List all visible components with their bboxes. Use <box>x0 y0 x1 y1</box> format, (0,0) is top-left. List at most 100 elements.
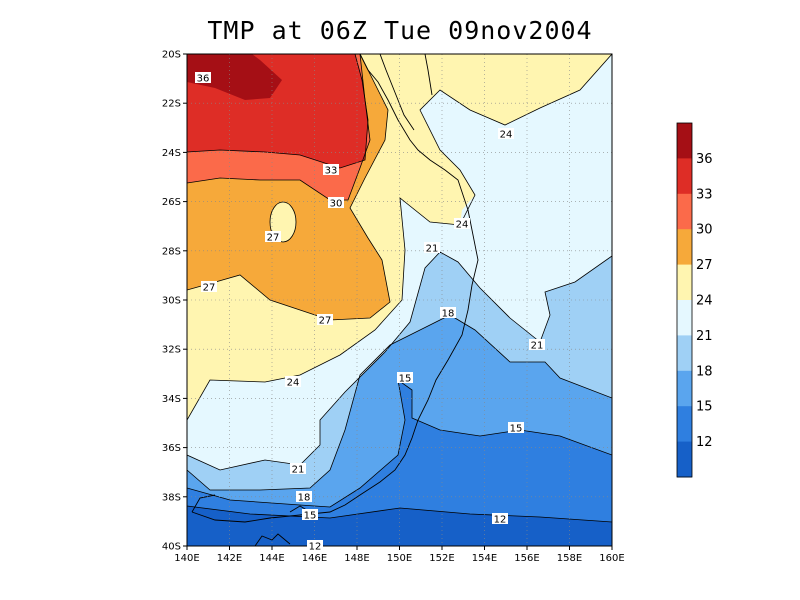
colorbar-label: 24 <box>696 294 713 309</box>
contour-label: 21 <box>424 242 440 255</box>
contour-label-text: 21 <box>426 244 439 255</box>
contour-label-box <box>307 540 323 551</box>
lat-tick-label: 24S <box>162 148 181 159</box>
lat-tick-label: 32S <box>162 345 181 356</box>
colorbar-label: 27 <box>696 258 713 273</box>
lon-tick-label: 158E <box>557 553 582 564</box>
lon-tick-label: 150E <box>387 553 412 564</box>
colorbar-swatch <box>677 406 692 443</box>
lat-tick-label: 20S <box>162 50 181 61</box>
contour-label-box <box>317 314 333 325</box>
colorbar: 36 33 30 27 24 21 18 15 12 <box>676 122 713 478</box>
colorbar-swatch <box>677 300 692 336</box>
contour-label-box <box>296 491 312 502</box>
lat-tick-label: 34S <box>162 394 181 405</box>
map-title: TMP at 06Z Tue 09nov2004 <box>207 16 593 45</box>
contour-label-box <box>265 231 281 242</box>
contour-label: 15 <box>302 509 318 522</box>
lat-tick-label: 26S <box>162 197 181 208</box>
colorbar-label: 12 <box>696 435 713 450</box>
lon-tick-label: 146E <box>302 553 327 564</box>
lon-tick-label: 144E <box>259 553 284 564</box>
latitude-axis: 20S 22S 24S 26S 28S 30S 32S 34S 36S 38S 40S <box>162 50 187 553</box>
longitude-axis: 140E 142E 144E 146E 148E 150E 152E 154E 156E 158E… <box>174 546 625 564</box>
contour-label-box <box>498 128 514 139</box>
contour-label-text: 24 <box>500 130 513 141</box>
contour-label-text: 15 <box>304 511 317 522</box>
contour-label-text: 21 <box>531 341 544 352</box>
coastline <box>191 54 479 546</box>
contour-label: 21 <box>290 463 306 476</box>
contour-label-box <box>195 72 211 83</box>
contour-label: 33 <box>323 164 339 177</box>
contour-label-box <box>397 372 413 383</box>
contour-label-text: 15 <box>510 424 523 435</box>
contour-label-box <box>529 339 545 350</box>
contour-label-text: 24 <box>287 378 300 389</box>
colorbar-swatch <box>677 264 692 301</box>
contour-label-text: 12 <box>309 542 322 553</box>
colorbar-label: 21 <box>696 329 713 344</box>
lat-tick-label: 40S <box>162 542 181 553</box>
contour-label-text: 27 <box>319 316 332 327</box>
contour-label-box <box>508 422 524 433</box>
contour-line-27-pocket <box>269 201 297 243</box>
contour-label-text: 30 <box>330 199 343 210</box>
colorbar-swatch <box>677 370 692 407</box>
contour-label: 12 <box>307 540 323 553</box>
colorbar-label: 18 <box>696 364 713 379</box>
lon-tick-label: 140E <box>174 553 199 564</box>
contour-label-box <box>424 242 440 253</box>
contour-label-text: 12 <box>494 515 507 526</box>
lat-tick-label: 36S <box>162 443 181 454</box>
contour-label: 12 <box>492 513 508 526</box>
contour-label-text: 33 <box>325 166 338 177</box>
contour-label-box <box>492 513 508 524</box>
contour-label: 21 <box>529 339 545 352</box>
colorbar-swatch <box>677 229 692 266</box>
contour-line-18 <box>187 314 612 491</box>
colorbar-swatch <box>677 335 692 372</box>
lon-tick-label: 160E <box>599 553 624 564</box>
lon-tick-label: 154E <box>472 553 497 564</box>
contour-label: 27 <box>265 231 281 244</box>
contour-label: 27 <box>201 281 217 294</box>
contour-label-box <box>454 218 470 229</box>
contour-label-text: 36 <box>197 74 210 85</box>
lon-tick-label: 152E <box>429 553 454 564</box>
lat-tick-label: 30S <box>162 296 181 307</box>
contour-label-text: 18 <box>298 493 311 504</box>
lon-tick-label: 156E <box>514 553 539 564</box>
contour-label: 15 <box>397 372 413 385</box>
contour-label-text: 21 <box>292 465 305 476</box>
contour-label-box <box>285 376 301 387</box>
colorbar-label: 15 <box>696 400 713 415</box>
contour-label-text: 15 <box>399 374 412 385</box>
contour-label: 18 <box>296 491 312 504</box>
lat-tick-label: 28S <box>162 246 181 257</box>
contour-label-box <box>302 509 318 520</box>
lon-tick-label: 148E <box>344 553 369 564</box>
colorbar-swatch <box>677 193 692 230</box>
contour-label: 15 <box>508 422 524 435</box>
contour-label-box <box>323 164 339 175</box>
contour-label: 27 <box>317 314 333 327</box>
colorbar-swatch <box>677 441 692 478</box>
lon-tick-label: 142E <box>217 553 242 564</box>
colorbar-label: 30 <box>696 223 713 238</box>
contour-label-box <box>440 307 456 318</box>
colorbar-label: 36 <box>696 152 713 167</box>
contour-label-box <box>328 197 344 208</box>
contour-label: 24 <box>498 128 514 141</box>
contour-label-text: 18 <box>442 309 455 320</box>
contour-line-27 <box>187 54 391 321</box>
contour-label-box <box>201 281 217 292</box>
lat-tick-label: 38S <box>162 492 181 503</box>
contour-label: 30 <box>328 197 344 210</box>
contour-labels: 36 33 30 27 27 27 24 24 24 21 21 21 18 18 15 15 15 12 12 <box>195 72 545 553</box>
contour-label-text: 27 <box>267 233 280 244</box>
colorbar-swatch <box>677 158 692 195</box>
contour-label: 24 <box>454 218 470 231</box>
contour-line-12 <box>187 505 612 523</box>
